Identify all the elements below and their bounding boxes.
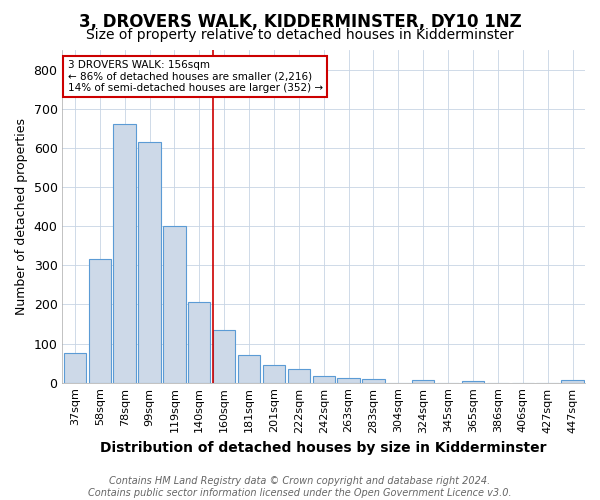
Bar — [562, 380, 584, 382]
Bar — [89, 260, 111, 382]
Text: 3 DROVERS WALK: 156sqm
← 86% of detached houses are smaller (2,216)
14% of semi-: 3 DROVERS WALK: 156sqm ← 86% of detached… — [68, 60, 323, 93]
Y-axis label: Number of detached properties: Number of detached properties — [15, 118, 28, 315]
X-axis label: Distribution of detached houses by size in Kidderminster: Distribution of detached houses by size … — [100, 441, 547, 455]
Bar — [113, 124, 136, 382]
Bar — [238, 356, 260, 382]
Bar — [313, 376, 335, 382]
Bar — [213, 330, 235, 382]
Bar — [462, 380, 484, 382]
Bar — [263, 365, 285, 382]
Bar — [64, 354, 86, 382]
Bar — [163, 226, 185, 382]
Text: 3, DROVERS WALK, KIDDERMINSTER, DY10 1NZ: 3, DROVERS WALK, KIDDERMINSTER, DY10 1NZ — [79, 12, 521, 30]
Text: Size of property relative to detached houses in Kidderminster: Size of property relative to detached ho… — [86, 28, 514, 42]
Bar — [362, 379, 385, 382]
Text: Contains HM Land Registry data © Crown copyright and database right 2024.
Contai: Contains HM Land Registry data © Crown c… — [88, 476, 512, 498]
Bar — [337, 378, 360, 382]
Bar — [412, 380, 434, 382]
Bar — [139, 142, 161, 382]
Bar — [287, 369, 310, 382]
Bar — [188, 302, 211, 382]
